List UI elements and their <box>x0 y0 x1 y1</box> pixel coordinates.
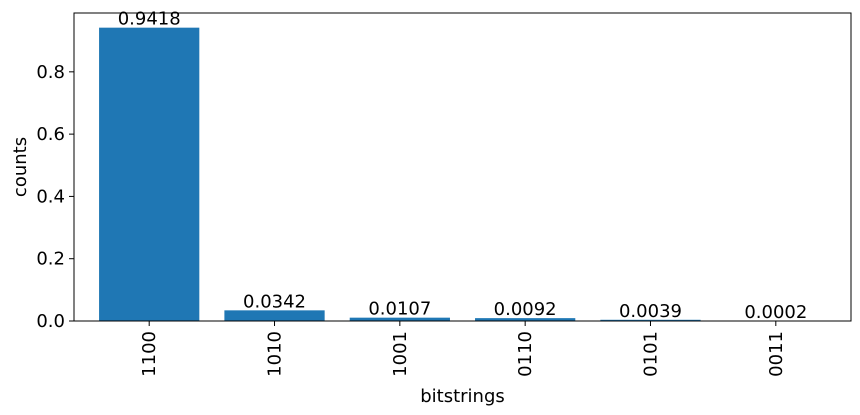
y-tick-label: 0.0 <box>36 311 65 332</box>
plot-frame <box>73 12 852 322</box>
data-label-1010: 0.0342 <box>243 291 306 312</box>
y-tick-label: 0.2 <box>36 249 65 270</box>
data-label-1001: 0.0107 <box>368 299 431 320</box>
bar-0110 <box>475 318 576 321</box>
y-axis-title: counts <box>10 137 31 197</box>
data-label-1100: 0.9418 <box>118 9 181 30</box>
y-tick-label: 0.8 <box>36 62 65 83</box>
data-label-0011: 0.0002 <box>744 302 807 323</box>
x-tick-label: 0101 <box>640 331 661 377</box>
bar-0101 <box>600 319 701 321</box>
x-tick-label: 1010 <box>265 331 286 377</box>
data-label-0101: 0.0039 <box>619 301 682 322</box>
bar-1100 <box>99 27 200 322</box>
x-tick-label: 0110 <box>515 331 536 377</box>
data-labels-group: 0.9418 0.0342 0.0107 0.0092 0.0039 0.0002 <box>118 9 808 323</box>
bar-1001 <box>349 317 450 321</box>
bars-group <box>99 27 826 322</box>
x-axis-title: bitstrings <box>420 386 505 407</box>
data-label-0110: 0.0092 <box>494 299 557 320</box>
bar-1010 <box>224 310 325 321</box>
x-tick-label: 0011 <box>766 331 787 377</box>
y-axis-ticks: 0.0 0.2 0.4 0.6 0.8 <box>36 62 74 332</box>
x-tick-label: 1100 <box>139 331 160 377</box>
x-axis-ticks: 1100 1010 1001 0110 0101 0011 <box>139 321 787 377</box>
y-tick-label: 0.4 <box>36 186 65 207</box>
y-tick-label: 0.6 <box>36 124 65 145</box>
x-tick-label: 1001 <box>390 331 411 377</box>
